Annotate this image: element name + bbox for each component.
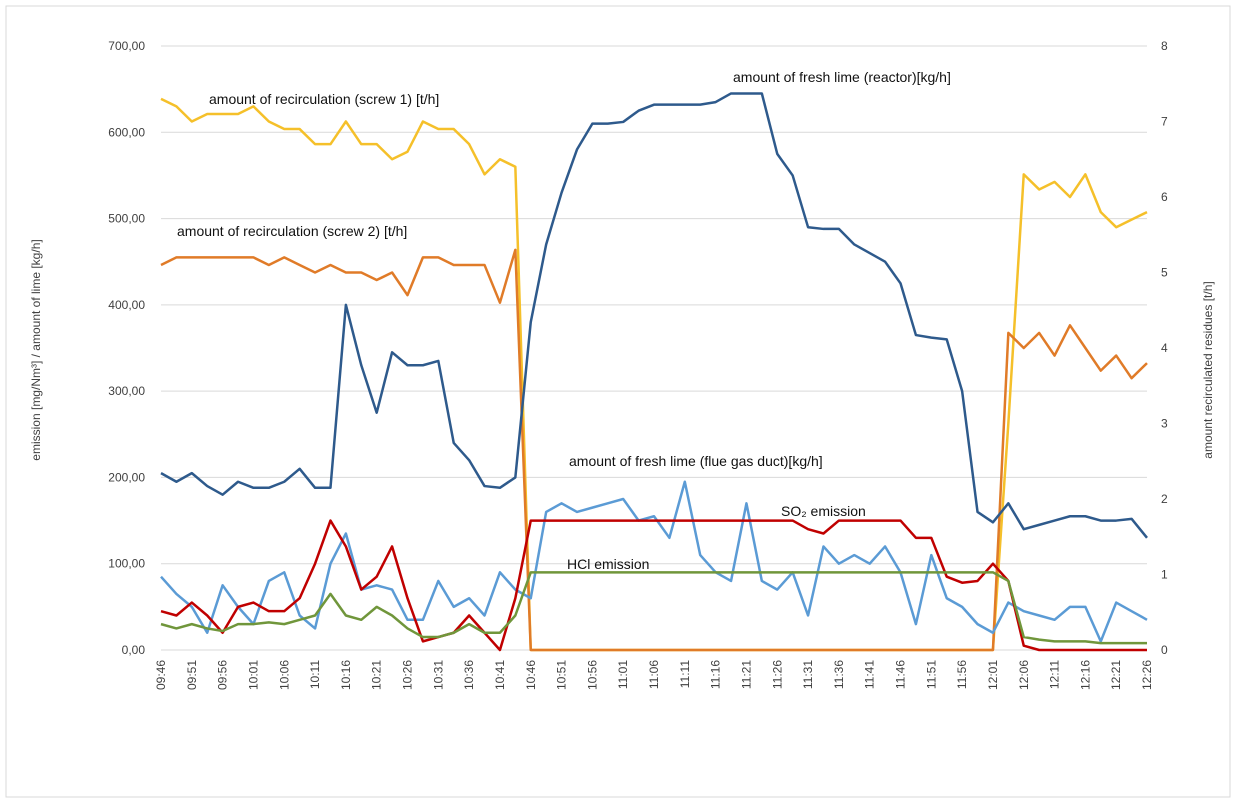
y-tick-label: 400,00 bbox=[108, 298, 145, 312]
x-tick-label: 12:11 bbox=[1048, 660, 1062, 689]
y2-tick-label: 5 bbox=[1161, 266, 1168, 280]
y-tick-label: 200,00 bbox=[108, 470, 145, 484]
annotation: amount of recirculation (screw 1) [t/h] bbox=[209, 91, 439, 107]
x-tick-label: 11:41 bbox=[863, 660, 877, 689]
x-tick-label: 11:01 bbox=[616, 660, 630, 689]
y-tick-label: 300,00 bbox=[108, 384, 145, 398]
x-tick-label: 12:26 bbox=[1140, 660, 1154, 690]
x-tick-label: 11:21 bbox=[739, 660, 753, 689]
x-tick-label: 12:16 bbox=[1078, 660, 1092, 690]
x-tick-label: 09:46 bbox=[154, 660, 168, 690]
y2-axis-title: amount recirculated residues [t/h] bbox=[1201, 281, 1215, 458]
y2-tick-label: 3 bbox=[1161, 417, 1168, 431]
x-tick-label: 10:16 bbox=[339, 660, 353, 690]
y2-tick-label: 6 bbox=[1161, 190, 1168, 204]
x-tick-label: 11:46 bbox=[894, 660, 908, 689]
series-line bbox=[160, 92, 1148, 539]
y-tick-label: 500,00 bbox=[108, 212, 145, 226]
chart-frame bbox=[5, 5, 1231, 798]
y2-tick-label: 4 bbox=[1161, 341, 1168, 355]
x-tick-label: 10:06 bbox=[277, 660, 291, 690]
x-tick-label: 10:11 bbox=[308, 660, 322, 689]
y2-tick-label: 8 bbox=[1161, 39, 1168, 53]
y-tick-label: 600,00 bbox=[108, 125, 145, 139]
y2-tick-label: 7 bbox=[1161, 115, 1168, 129]
y2-tick-label: 0 bbox=[1161, 643, 1168, 657]
y2-tick-label: 2 bbox=[1161, 492, 1168, 506]
x-tick-label: 11:56 bbox=[955, 660, 969, 689]
annotation: amount of recirculation (screw 2) [t/h] bbox=[177, 223, 407, 239]
x-tick-label: 10:41 bbox=[493, 660, 507, 690]
series-line bbox=[160, 571, 1147, 645]
y-axis-title: emission [mg/Nm³] / amount of lime [kg/h… bbox=[29, 239, 43, 460]
annotation: SO₂ emission bbox=[781, 503, 866, 519]
y-tick-label: 700,00 bbox=[108, 39, 145, 53]
x-tick-label: 10:26 bbox=[401, 660, 415, 690]
x-tick-label: 11:06 bbox=[647, 660, 661, 689]
x-tick-label: 12:01 bbox=[986, 660, 1000, 690]
series-line bbox=[160, 480, 1148, 643]
x-tick-label: 10:21 bbox=[370, 660, 384, 690]
x-tick-label: 12:06 bbox=[1017, 660, 1031, 690]
x-tick-label: 10:51 bbox=[555, 660, 569, 690]
x-tick-label: 12:21 bbox=[1109, 660, 1123, 690]
y-tick-label: 100,00 bbox=[108, 557, 145, 571]
x-tick-label: 11:36 bbox=[832, 660, 846, 689]
annotation: HCl emission bbox=[567, 556, 649, 572]
x-tick-label: 10:46 bbox=[524, 660, 538, 690]
x-tick-label: 10:56 bbox=[585, 660, 599, 690]
x-tick-label: 10:36 bbox=[462, 660, 476, 690]
annotation: amount of fresh lime (reactor)[kg/h] bbox=[733, 69, 951, 85]
x-tick-label: 09:56 bbox=[216, 660, 230, 690]
x-tick-label: 11:11 bbox=[678, 660, 692, 689]
y-tick-label: 0,00 bbox=[122, 643, 146, 657]
x-tick-label: 09:51 bbox=[185, 660, 199, 690]
x-tick-label: 10:31 bbox=[431, 660, 445, 690]
x-tick-label: 11:26 bbox=[770, 660, 784, 689]
x-tick-label: 11:51 bbox=[924, 660, 938, 689]
series-line bbox=[160, 248, 1148, 652]
x-tick-label: 10:01 bbox=[246, 660, 260, 690]
y2-tick-label: 1 bbox=[1161, 568, 1168, 582]
series-line bbox=[160, 519, 1147, 652]
annotation: amount of fresh lime (flue gas duct)[kg/… bbox=[569, 453, 823, 469]
x-tick-label: 11:16 bbox=[709, 660, 723, 689]
x-tick-label: 11:31 bbox=[801, 660, 815, 689]
